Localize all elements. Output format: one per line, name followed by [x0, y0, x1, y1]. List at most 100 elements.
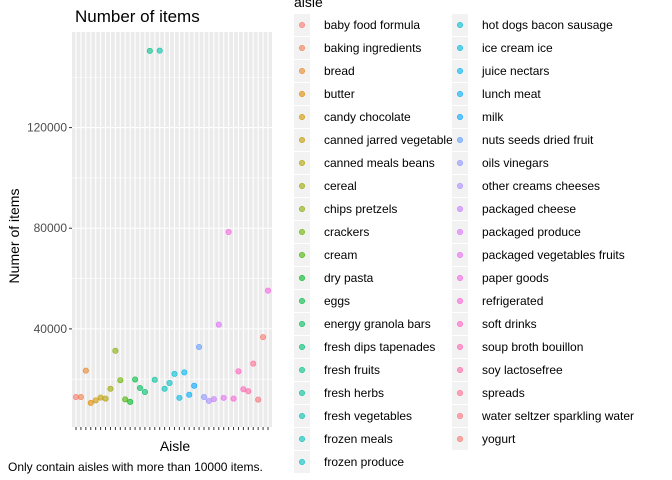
- data-point: [176, 394, 183, 401]
- legend-key-swatch: [456, 252, 463, 259]
- data-point: [112, 347, 119, 354]
- legend: aisle baby food formula baking ingredient…: [294, 0, 634, 473]
- chart-title: Number of items: [75, 7, 200, 26]
- legend-entry-label: packaged produce: [482, 225, 581, 239]
- legend-entry-label: crackers: [324, 225, 369, 239]
- chart-caption: Only contain aisles with more than 10000…: [8, 460, 263, 474]
- legend-key-swatch: [298, 137, 305, 144]
- data-point: [137, 385, 144, 392]
- legend-key-swatch: [298, 366, 305, 373]
- plot-panel: [72, 32, 272, 427]
- data-point: [210, 396, 217, 403]
- legend-key-swatch: [298, 44, 305, 51]
- legend-key-swatch: [298, 297, 305, 304]
- legend-entry-label: dry pasta: [324, 271, 374, 285]
- data-point: [255, 396, 262, 403]
- legend-key-swatch: [298, 412, 305, 419]
- legend-key-swatch: [298, 320, 305, 327]
- data-point: [230, 395, 237, 402]
- data-point: [141, 389, 148, 396]
- legend-key-swatch: [298, 252, 305, 259]
- legend-key-swatch: [456, 44, 463, 51]
- data-point: [250, 360, 257, 367]
- legend-entry-label: energy granola bars: [324, 317, 431, 331]
- legend-entry-label: packaged cheese: [482, 202, 576, 216]
- legend-key-swatch: [298, 21, 305, 28]
- gridlines: [72, 32, 272, 427]
- legend-entry-label: soy lactosefree: [482, 363, 563, 377]
- legend-key-swatch: [456, 320, 463, 327]
- legend-key-swatch: [298, 274, 305, 281]
- legend-key-swatch: [456, 160, 463, 167]
- x-axis-ticks: [75, 427, 269, 430]
- data-point: [245, 388, 252, 395]
- data-point: [151, 376, 158, 383]
- data-point: [264, 287, 271, 294]
- legend-key-swatch: [298, 91, 305, 98]
- legend-key-swatch: [456, 229, 463, 236]
- legend-entry-label: frozen produce: [324, 455, 404, 469]
- legend-entry-label: cream: [324, 248, 357, 262]
- y-tick-label: 40000: [34, 322, 68, 336]
- data-point: [186, 391, 193, 398]
- legend-key-swatch: [298, 183, 305, 190]
- legend-key-swatch: [298, 229, 305, 236]
- legend-key-swatch: [456, 68, 463, 75]
- legend-key-swatch: [456, 366, 463, 373]
- legend-key-swatch: [456, 114, 463, 121]
- data-points: [73, 47, 271, 406]
- legend-key-swatch: [456, 389, 463, 396]
- data-point: [102, 395, 109, 402]
- data-point: [235, 368, 242, 375]
- legend-key-swatch: [456, 21, 463, 28]
- data-point: [77, 394, 84, 401]
- legend-key-swatch: [298, 114, 305, 121]
- legend-key-swatch: [456, 91, 463, 98]
- data-point: [260, 334, 267, 341]
- data-point: [117, 377, 124, 384]
- data-point: [127, 398, 134, 405]
- data-point: [161, 385, 168, 392]
- y-tick-label: 80000: [34, 221, 68, 235]
- legend-key-swatch: [456, 206, 463, 213]
- legend-entry-label: juice nectars: [481, 64, 549, 78]
- legend-entry-label: spreads: [482, 386, 525, 400]
- data-point: [87, 399, 94, 406]
- data-point: [201, 394, 208, 401]
- data-point: [220, 394, 227, 401]
- legend-key-swatch: [298, 389, 305, 396]
- data-point: [196, 343, 203, 350]
- legend-key-swatch: [298, 435, 305, 442]
- legend-entry-label: eggs: [324, 294, 350, 308]
- data-point: [205, 397, 212, 404]
- legend-entry-label: cereal: [324, 179, 357, 193]
- legend-entry-label: butter: [324, 87, 355, 101]
- data-point: [146, 47, 153, 54]
- data-point: [181, 369, 188, 376]
- legend-key-swatch: [456, 435, 463, 442]
- legend-entry-label: refrigerated: [482, 294, 543, 308]
- data-point: [82, 367, 89, 374]
- data-point: [191, 382, 198, 389]
- legend-key-swatch: [456, 274, 463, 281]
- data-point: [225, 229, 232, 236]
- legend-entry-label: fresh fruits: [324, 363, 380, 377]
- legend-key-swatch: [298, 343, 305, 350]
- data-point: [73, 394, 80, 401]
- data-point: [171, 370, 178, 377]
- data-point: [215, 321, 222, 328]
- data-point: [240, 386, 247, 393]
- legend-key-swatch: [456, 183, 463, 190]
- y-axis-label: Numer of items: [6, 189, 22, 284]
- legend-key-swatch: [456, 343, 463, 350]
- legend-entry-label: baby food formula: [324, 18, 420, 32]
- legend-entry-label: soft drinks: [482, 317, 537, 331]
- legend-key-swatch: [456, 297, 463, 304]
- data-point: [166, 379, 173, 386]
- legend-entry-label: bread: [324, 64, 355, 78]
- legend-entry-label: fresh herbs: [324, 386, 384, 400]
- legend-entry-label: paper goods: [482, 271, 549, 285]
- data-point: [156, 47, 163, 54]
- legend-entry-label: fresh dips tapenades: [324, 340, 435, 354]
- legend-entry-label: lunch meat: [482, 87, 541, 101]
